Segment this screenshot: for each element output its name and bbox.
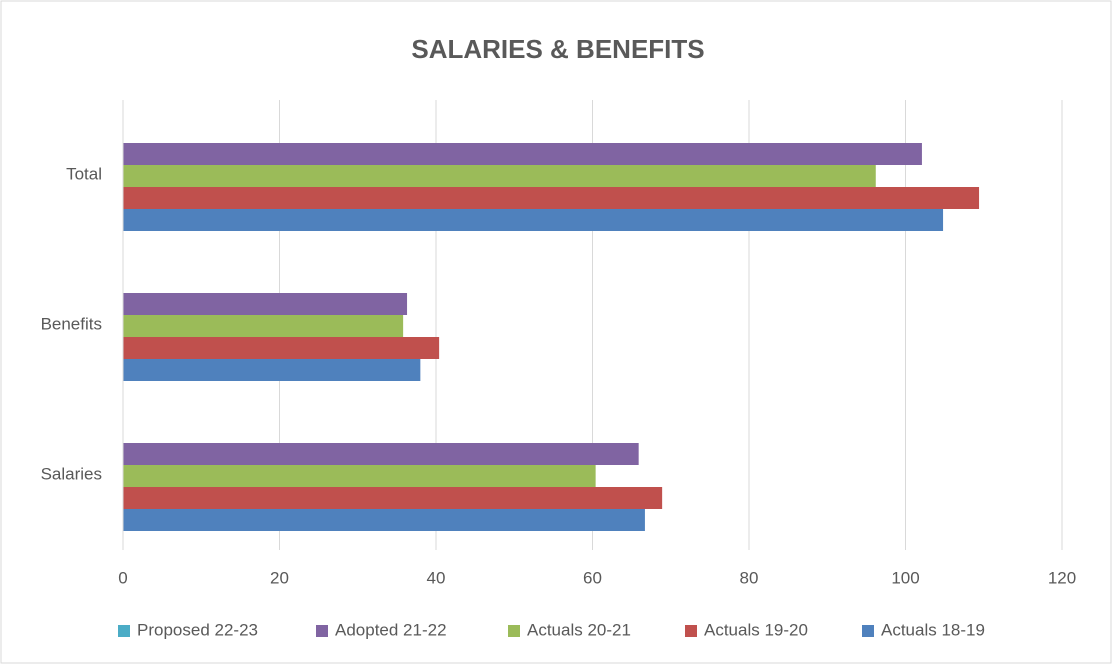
legend-swatch xyxy=(316,625,328,637)
legend-swatch xyxy=(862,625,874,637)
bar xyxy=(123,465,596,487)
bar xyxy=(123,509,645,531)
bar xyxy=(123,443,639,465)
bar xyxy=(123,293,408,315)
legend-label: Proposed 22-23 xyxy=(137,620,258,639)
bar xyxy=(123,209,944,231)
legend-label: Actuals 20-21 xyxy=(527,620,631,639)
bar xyxy=(123,359,421,381)
legend-swatch xyxy=(508,625,520,637)
bar xyxy=(123,337,440,359)
bar xyxy=(123,187,980,209)
y-tick-label: Salaries xyxy=(41,464,102,483)
y-tick-label: Total xyxy=(66,164,102,183)
legend-label: Adopted 21-22 xyxy=(335,620,447,639)
x-tick-label: 120 xyxy=(1048,568,1076,587)
x-tick-label: 80 xyxy=(740,568,759,587)
legend-label: Actuals 18-19 xyxy=(881,620,985,639)
x-tick-label: 20 xyxy=(270,568,289,587)
x-tick-label: 100 xyxy=(891,568,919,587)
bar xyxy=(123,487,663,509)
bar xyxy=(123,143,922,165)
x-tick-label: 40 xyxy=(427,568,446,587)
x-tick-label: 60 xyxy=(583,568,602,587)
legend-label: Actuals 19-20 xyxy=(704,620,808,639)
x-tick-label: 0 xyxy=(118,568,127,587)
legend-swatch xyxy=(118,625,130,637)
bar xyxy=(123,315,404,337)
legend-swatch xyxy=(685,625,697,637)
y-tick-label: Benefits xyxy=(41,314,102,333)
bar xyxy=(123,165,876,187)
chart-title: SALARIES & BENEFITS xyxy=(411,34,704,64)
